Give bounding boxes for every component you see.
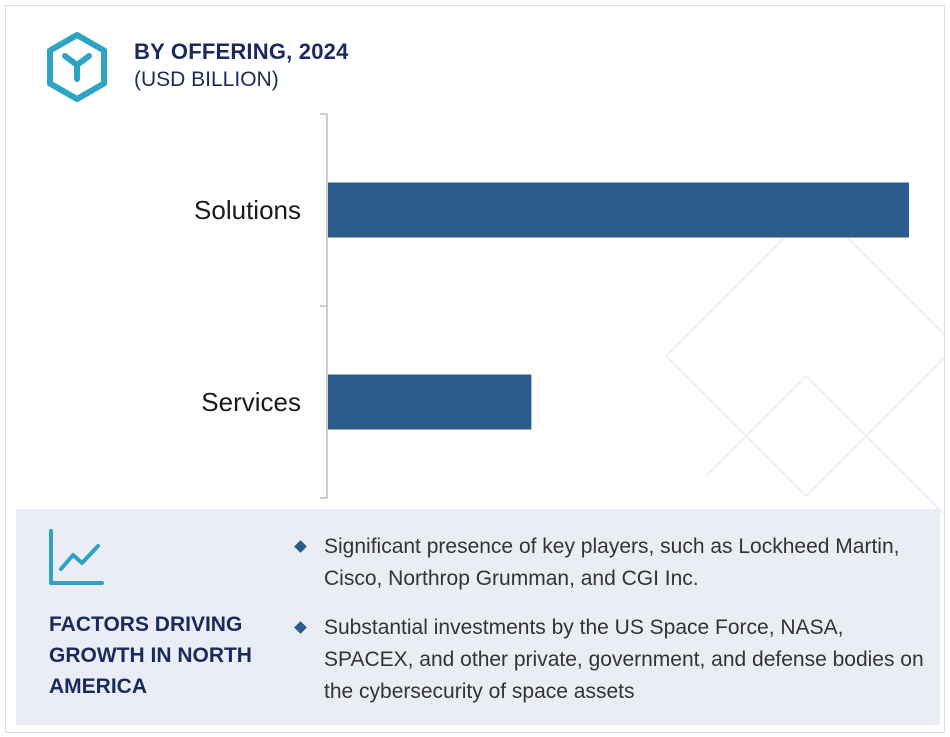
factors-title: FACTORS DRIVING GROWTH IN NORTH AMERICA (49, 613, 252, 698)
category-label: Solutions (194, 195, 301, 225)
factors-panel: FACTORS DRIVING GROWTH IN NORTH AMERICA … (16, 509, 940, 725)
chart-card: BY OFFERING, 2024 (USD BILLION) Solution… (5, 5, 945, 733)
factor-text: Significant presence of key players, suc… (324, 535, 900, 590)
category-label: Services (201, 387, 301, 417)
factor-item: Substantial investments by the US Space … (294, 612, 924, 708)
factor-item: Significant presence of key players, suc… (294, 531, 924, 595)
hexagon-y-icon (47, 32, 107, 102)
bar-services (328, 374, 532, 430)
chart-title: BY OFFERING, 2024 (134, 39, 349, 64)
diamond-bullet-icon (294, 540, 307, 553)
bar-solutions (328, 182, 909, 238)
chart-subtitle: (USD BILLION) (134, 68, 279, 91)
diamond-bullet-icon (294, 621, 307, 634)
bar-chart: Solutions Services (194, 113, 909, 499)
factors-list: Significant presence of key players, suc… (294, 531, 924, 725)
factor-text: Substantial investments by the US Space … (324, 616, 924, 703)
line-chart-icon (49, 529, 104, 585)
